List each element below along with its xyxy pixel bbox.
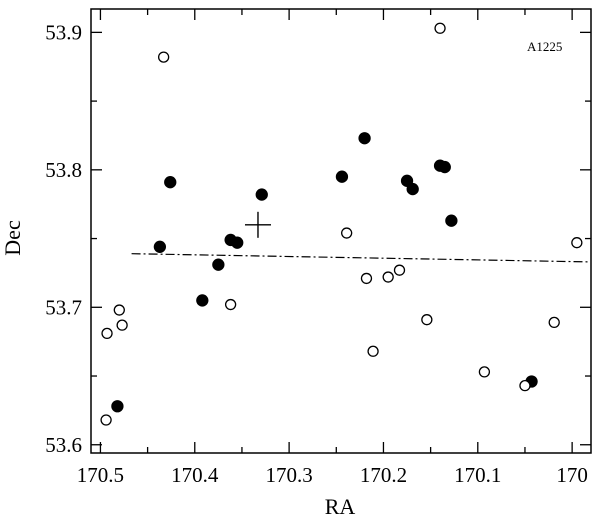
open-circle-point [113,304,125,316]
x-tick-label: 170.5 [77,463,124,487]
open-circle-point [434,22,446,34]
open-circle-point [478,366,491,378]
y-tick-label: 53.9 [45,20,82,44]
filled-circle-point [358,132,371,145]
data-markers [100,22,583,426]
open-circle-point [382,271,394,283]
y-tick-label: 53.8 [45,158,82,182]
x-tick-labels: 170.5 170.4 170.3 170.2 170.1 170 [77,463,588,487]
open-circle-point [548,316,560,329]
x-axis-label: RA [325,494,356,519]
dash-dot-line [131,253,592,263]
open-circle-point [116,319,128,331]
filled-circle-point [111,400,124,413]
open-circle-point [421,314,433,326]
filled-circle-point [212,258,225,271]
open-circle-point [224,298,237,311]
y-axis-label: Dec [0,220,25,256]
y-tick-label: 53.7 [45,295,82,319]
y-tick-label: 53.6 [45,433,82,457]
cluster-annotation: A1225 [527,39,562,54]
center-cross-marker [244,211,271,238]
filled-circle-point [438,160,451,174]
filled-circle-point [153,240,167,253]
open-circle-point [519,379,531,392]
open-circle-point [367,345,379,357]
x-tick-label: 170.1 [454,463,501,487]
fit-line [131,253,592,263]
open-circle-point [571,237,583,249]
x-tick-label: 170.4 [171,463,219,487]
open-circle-point [393,264,406,276]
y-tick-labels: 53.6 53.7 53.8 53.9 [45,20,82,456]
plot-frame [90,8,592,454]
filled-circle-point [231,236,244,249]
open-circle-point [157,51,170,63]
filled-circle-point [400,174,414,187]
x-tick-label: 170 [556,463,588,487]
axis-ticks [91,9,591,453]
filled-circle-point [335,170,349,183]
filled-circle-point [406,182,419,196]
x-tick-label: 170.3 [265,463,312,487]
filled-circle-point [255,188,268,201]
open-circle-point [100,414,112,426]
x-tick-label: 170.2 [360,463,407,487]
open-circle-point [341,227,353,239]
filled-circle-point [196,294,209,307]
filled-circle-point [164,176,177,189]
filled-circle-point [445,214,458,227]
open-circle-point [360,272,373,285]
open-circle-point [101,327,113,340]
